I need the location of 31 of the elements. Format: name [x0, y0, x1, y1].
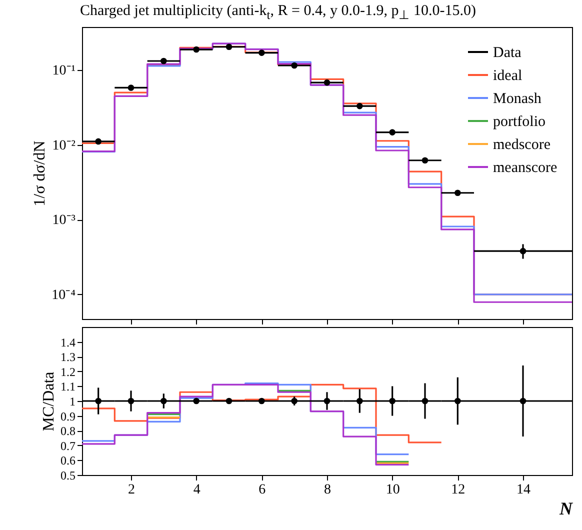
y-tick-label: 0.7	[60, 438, 76, 453]
y-tick-label: 1	[70, 394, 76, 408]
y-axis-title: 1/σ dσ/dN	[32, 140, 49, 206]
y-tick-label: 1.4	[60, 335, 76, 350]
legend-label: Monash	[493, 91, 542, 107]
x-axis-title: N	[558, 498, 574, 518]
y-tick-label: 1.1	[60, 380, 76, 394]
y-tick-label: 0.5	[60, 468, 76, 482]
legend-label: Data	[493, 45, 522, 61]
y-tick-label: 10⁻¹	[52, 64, 76, 79]
x-tick-label: 12	[451, 482, 466, 498]
legend-label: medscore	[493, 137, 551, 153]
legend-label: meanscore	[493, 160, 558, 176]
x-tick-label: 8	[324, 482, 331, 498]
y-tick-label: 10⁻²	[52, 138, 76, 154]
legend-label: ideal	[493, 68, 522, 84]
y-tick-label: 0.6	[60, 454, 76, 468]
x-tick-label: 6	[258, 482, 266, 498]
x-tick-label: 4	[193, 482, 200, 498]
legend-label: portfolio	[493, 114, 546, 130]
y-tick-label: 10⁻³	[52, 213, 76, 228]
y-tick-label: 1.3	[60, 350, 76, 364]
y-tick-label: 10⁻⁴	[52, 288, 76, 303]
x-tick-label: 10	[386, 482, 400, 498]
x-tick-label: 2	[128, 482, 135, 498]
y-tick-label: 0.8	[60, 424, 76, 438]
y-tick-label: 0.9	[60, 409, 76, 424]
y-axis-title: MC/Data	[40, 372, 58, 432]
chart-title: Charged jet multiplicity (anti-k$_{t}$, R = 0.4, y 0.0-1.9, p$_{⊥}$ 10.0-15.0)	[79, 2, 477, 24]
y-tick-label: 1.2	[60, 364, 76, 379]
x-tick-label: 14	[516, 482, 530, 498]
